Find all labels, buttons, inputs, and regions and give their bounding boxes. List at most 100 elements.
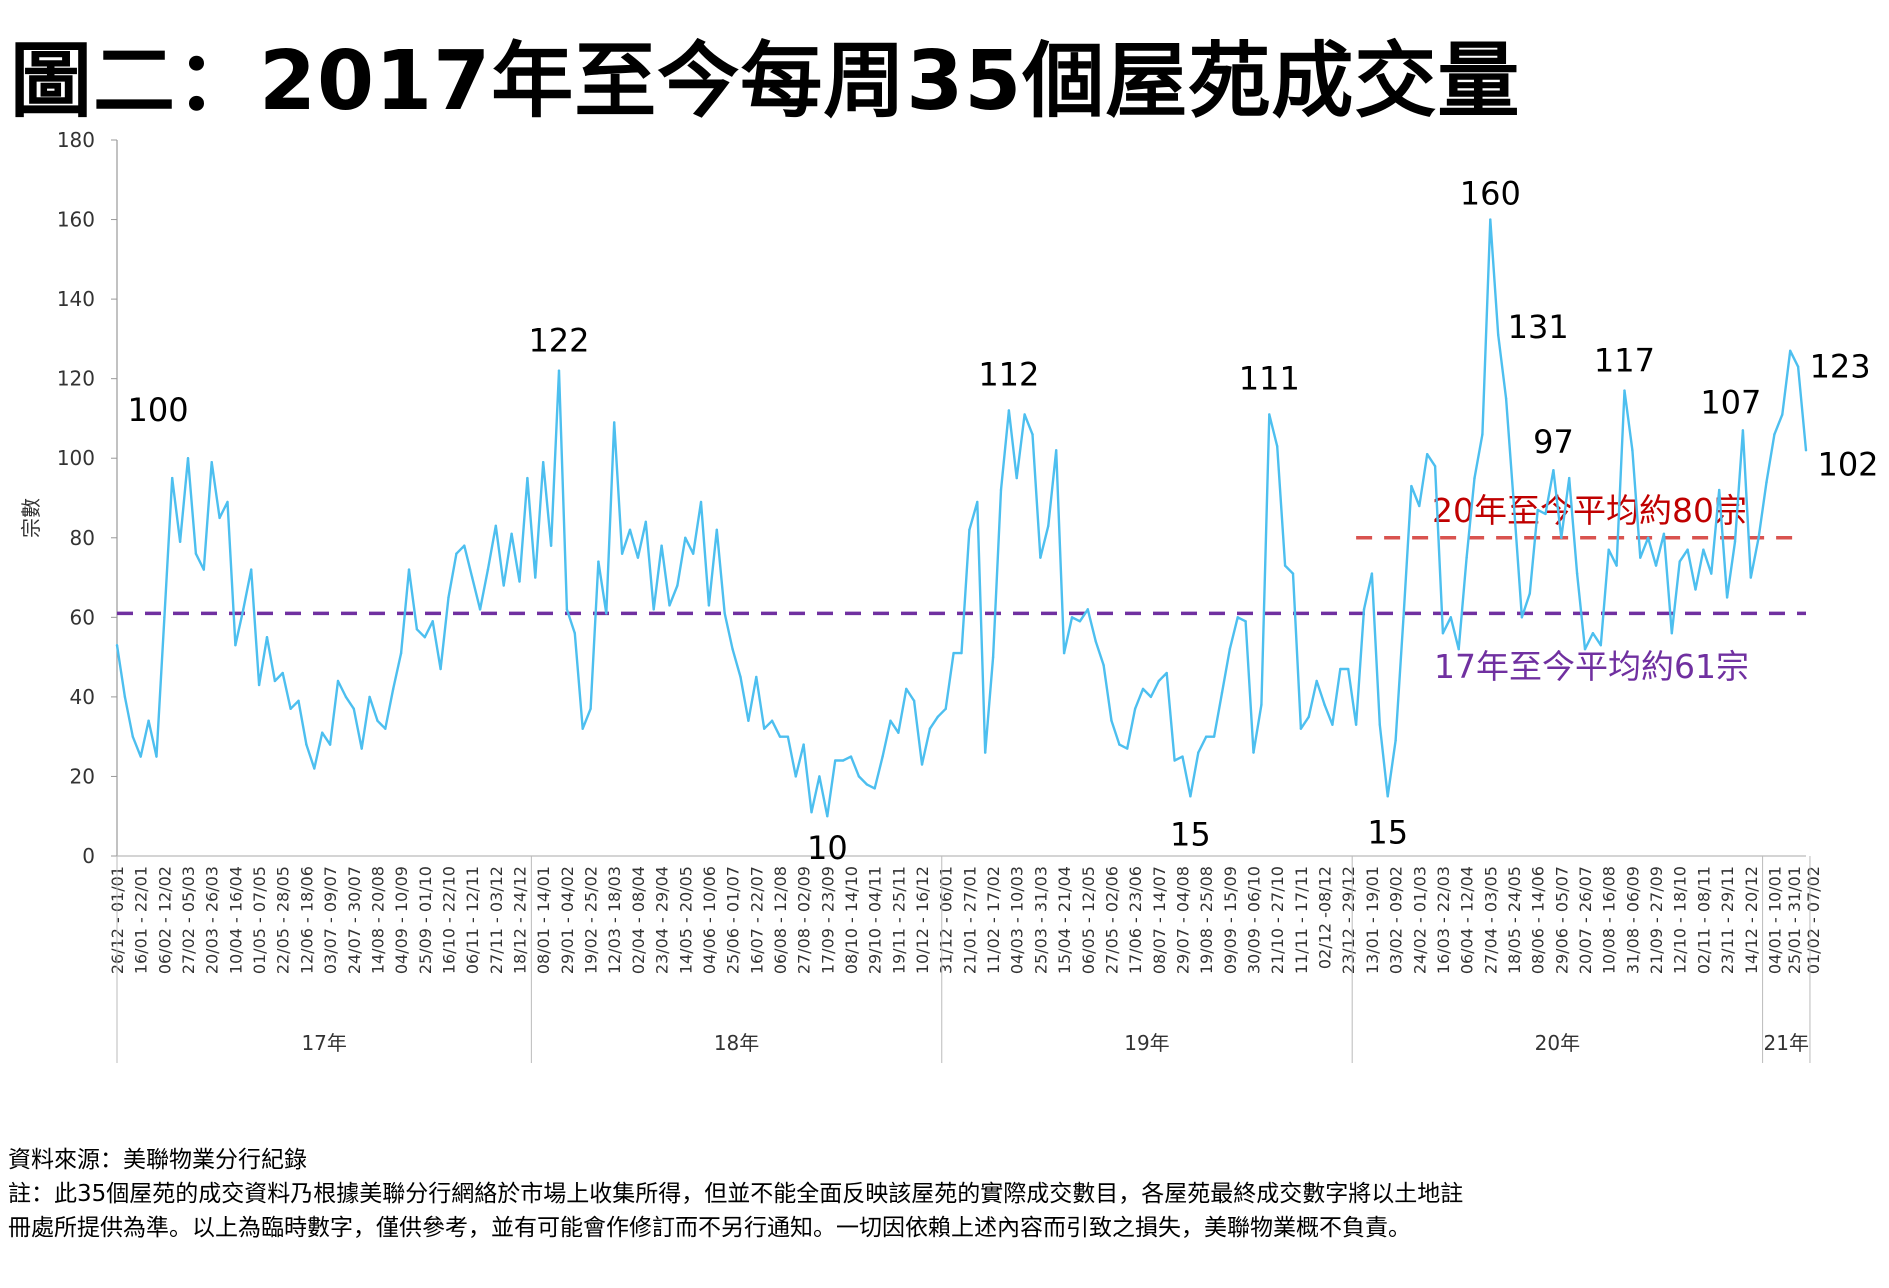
data-point — [1086, 608, 1089, 611]
data-point — [510, 532, 513, 535]
data-point — [1039, 556, 1042, 559]
x-tick-label: 19/08 - 25/08 — [1197, 866, 1216, 974]
disclaimer-line-2: 冊處所提供為準。以上為臨時數字，僅供參考，並有可能會作修訂而不另行通知。一切因依… — [8, 1215, 1411, 1241]
average-label-2020: 20年至今平均約80宗 — [1432, 491, 1747, 530]
data-point — [1575, 572, 1579, 575]
data-point — [644, 520, 647, 524]
x-tick-label: 02/04 - 08/04 — [629, 866, 648, 974]
data-point — [794, 775, 797, 778]
x-tick-label: 29/06 - 05/07 — [1552, 866, 1571, 974]
data-point — [1473, 476, 1476, 480]
data-point — [368, 695, 371, 699]
data-point — [739, 675, 742, 679]
data-point — [1544, 512, 1547, 516]
x-tick-label: 29/07 - 04/08 — [1173, 866, 1192, 974]
data-point — [983, 751, 987, 754]
data-point — [928, 727, 932, 730]
data-point — [1773, 433, 1776, 436]
data-point — [1339, 667, 1342, 671]
x-tick-label: 23/11 - 29/11 — [1718, 866, 1737, 974]
data-point — [841, 759, 845, 762]
data-point — [384, 727, 387, 730]
data-point — [321, 731, 324, 734]
x-tick-label: 08/01 - 14/01 — [534, 866, 553, 974]
data-point — [1449, 616, 1453, 619]
data-point — [1552, 468, 1555, 472]
x-tick-label: 02/11 - 08/11 — [1694, 866, 1713, 974]
data-point — [1591, 632, 1595, 635]
data-point — [494, 524, 498, 528]
data-point — [786, 735, 790, 738]
data-point — [960, 651, 963, 655]
x-tick-label: 08/10 - 14/10 — [842, 866, 861, 974]
data-point — [1268, 413, 1271, 416]
data-point — [1536, 508, 1539, 512]
data-point — [226, 500, 229, 504]
data-point — [778, 735, 782, 738]
data-point — [392, 687, 395, 691]
data-point — [597, 560, 600, 563]
x-tick-label: 06/11 - 12/11 — [463, 866, 482, 974]
data-point — [1504, 397, 1508, 400]
data-point — [313, 767, 316, 770]
data-point — [1402, 616, 1405, 619]
data-point — [1528, 592, 1531, 595]
data-point — [1228, 647, 1232, 651]
x-tick-label: 04/09 - 10/09 — [392, 866, 411, 974]
data-point — [723, 612, 726, 615]
x-tick-label: 21/01 - 27/01 — [960, 866, 979, 974]
data-label: 102 — [1817, 445, 1878, 483]
data-label: 117 — [1594, 342, 1655, 380]
data-point — [1212, 735, 1216, 738]
data-point — [242, 608, 245, 611]
data-point — [1710, 572, 1713, 575]
data-point — [549, 544, 553, 547]
data-point — [210, 461, 213, 464]
data-point — [1276, 445, 1279, 448]
data-point — [171, 476, 174, 480]
data-point — [297, 699, 300, 703]
year-label: 20年 — [1535, 1031, 1580, 1055]
x-tick-label: 17/09 - 23/09 — [818, 866, 837, 974]
data-point — [1315, 679, 1318, 683]
data-point — [1165, 671, 1168, 675]
data-point — [1291, 572, 1295, 575]
x-tick-label: 11/02 - 17/02 — [984, 866, 1003, 974]
data-point — [873, 787, 876, 790]
data-point — [415, 628, 419, 631]
data-point — [976, 500, 979, 504]
data-point — [1741, 429, 1745, 432]
data-point — [573, 632, 576, 635]
x-tick-label: 31/08 - 06/09 — [1623, 866, 1642, 974]
data-point — [715, 528, 719, 532]
data-point — [1149, 695, 1153, 699]
data-point — [1378, 723, 1382, 726]
data-point — [431, 620, 434, 623]
data-point — [1560, 536, 1563, 539]
x-tick-label: 10/12 - 16/12 — [913, 866, 932, 974]
data-point — [478, 608, 482, 611]
data-point — [202, 568, 206, 571]
data-point — [1623, 389, 1626, 392]
data-point — [628, 528, 632, 532]
data-point — [1299, 727, 1303, 730]
y-tick-label: 140 — [57, 287, 95, 311]
x-tick-label: 06/02 - 12/02 — [155, 866, 174, 974]
x-tick-label: 19/11 - 25/11 — [889, 866, 908, 974]
data-point — [668, 604, 671, 607]
x-tick-label: 12/10 - 18/10 — [1671, 866, 1690, 974]
y-tick-label: 100 — [57, 446, 95, 470]
data-point — [139, 755, 142, 758]
data-point — [1481, 433, 1484, 436]
data-point — [123, 695, 127, 699]
data-point — [1173, 759, 1176, 762]
data-point — [1126, 747, 1129, 750]
x-tick-label: 01/02 - 07/02 — [1804, 866, 1823, 974]
data-point — [1615, 564, 1618, 567]
data-point — [502, 584, 505, 587]
data-point — [881, 755, 884, 758]
data-point — [581, 727, 584, 730]
data-point — [1631, 449, 1634, 452]
x-tick-label: 06/04 - 12/04 — [1458, 866, 1477, 974]
x-tick-label: 04/01 - 10/01 — [1765, 866, 1784, 974]
